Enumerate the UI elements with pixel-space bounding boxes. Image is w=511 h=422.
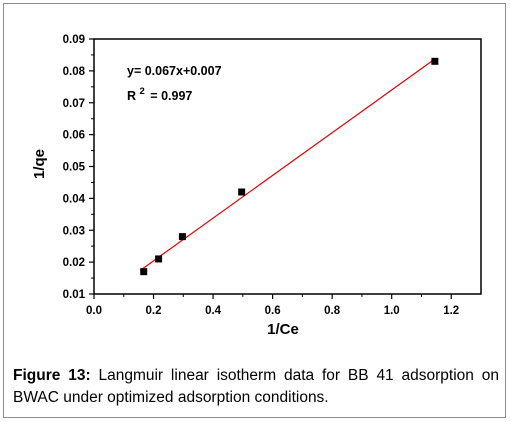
r2-value: = 0.997 — [150, 89, 192, 103]
data-points — [140, 57, 439, 276]
fit-line-layer — [139, 57, 437, 271]
y-axis-title: 1/qe — [31, 149, 48, 179]
x-tick-label: 1.2 — [443, 305, 459, 317]
caption-text: Langmuir linear isotherm data for BB 41 … — [13, 367, 499, 406]
figure-frame: 0.01 0.02 0.03 0.04 0.05 0.06 0.07 0.08 0.09 0.0… — [3, 3, 506, 418]
r2-superscript: 2 — [140, 86, 145, 97]
chart: 0.010.020.030.040.050.060.070.080.09 0.0… — [31, 34, 482, 338]
x-tick-label: 0.4 — [205, 305, 222, 317]
x-axis: 0.0 0.2 0.4 0.6 0.8 1.0 1.2 — [86, 294, 459, 317]
figure-caption: Figure 13: Langmuir linear isotherm data… — [13, 365, 499, 409]
r2-annotation: R 2 = 0.997 — [127, 83, 192, 103]
data-point — [178, 233, 186, 241]
y-tick-label: 0.06 — [63, 130, 85, 142]
y-tick-label: 0.01 — [63, 289, 86, 301]
data-point — [431, 57, 439, 65]
caption-label: Figure 13: — [13, 367, 91, 384]
y-tick-label: 0.04 — [63, 193, 86, 205]
data-point — [238, 188, 246, 196]
x-tick-label: 0.0 — [86, 305, 102, 317]
y-tick-label: 0.05 — [63, 162, 86, 174]
y-tick-label: 0.08 — [63, 66, 86, 78]
x-axis-title: 1/Ce — [267, 321, 299, 338]
r2-prefix: R — [127, 89, 136, 103]
y-axis: 0.01 0.02 0.03 0.04 0.05 0.06 0.07 0.08 0.09 — [63, 34, 94, 301]
y-tick-label: 0.03 — [63, 225, 85, 237]
x-tick-label: 0.8 — [324, 305, 341, 317]
fit-line — [139, 57, 437, 271]
x-tick-label: 1.0 — [384, 305, 400, 317]
y-tick-label: 0.07 — [63, 98, 85, 110]
y-tick-label: 0.02 — [63, 257, 85, 269]
x-tick-label: 0.6 — [265, 305, 281, 317]
data-point — [155, 255, 163, 263]
equation-annotation: y= 0.067x+0.007 — [127, 64, 222, 78]
data-point — [140, 268, 148, 276]
x-tick-label: 0.2 — [146, 305, 162, 317]
y-tick-label: 0.09 — [63, 34, 85, 46]
